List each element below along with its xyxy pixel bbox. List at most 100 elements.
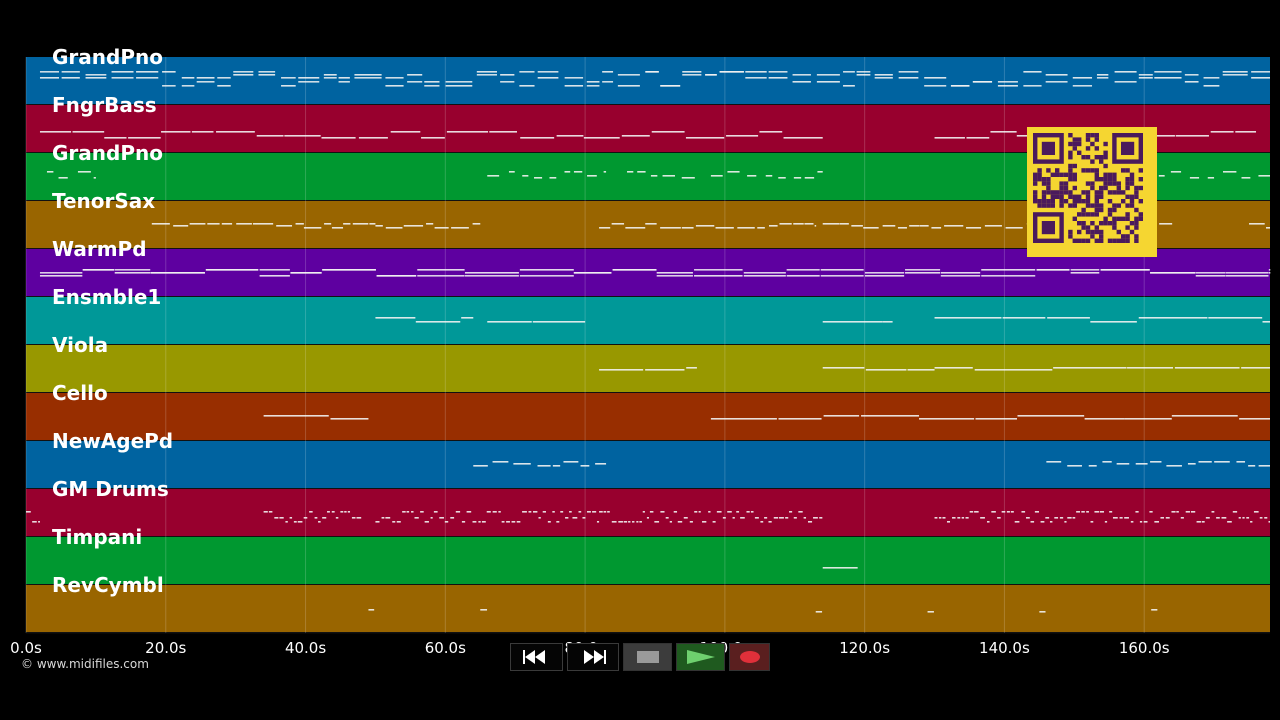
midi-note bbox=[898, 71, 919, 73]
midi-note bbox=[1268, 269, 1271, 271]
midi-note bbox=[263, 511, 268, 513]
track-name-label: TenorSax bbox=[52, 189, 155, 213]
record-button[interactable] bbox=[729, 643, 770, 671]
midi-note bbox=[338, 81, 350, 83]
midi-note bbox=[221, 223, 233, 225]
midi-note bbox=[501, 521, 505, 523]
midi-note bbox=[402, 511, 406, 513]
midi-note bbox=[39, 71, 60, 73]
midi-note bbox=[1076, 511, 1081, 513]
midi-note bbox=[563, 461, 579, 463]
midi-note bbox=[656, 272, 693, 274]
midi-note bbox=[1102, 461, 1112, 463]
fast-forward-button[interactable] bbox=[566, 643, 620, 671]
lane-divider bbox=[26, 584, 1270, 586]
midi-note bbox=[26, 511, 31, 513]
midi-note bbox=[434, 227, 449, 229]
midi-note bbox=[944, 225, 964, 227]
midi-note bbox=[785, 517, 789, 519]
midi-note bbox=[905, 272, 941, 274]
midi-note bbox=[162, 85, 176, 87]
midi-note bbox=[354, 77, 382, 79]
midi-note bbox=[368, 609, 375, 611]
midi-note bbox=[618, 521, 623, 523]
midi-note bbox=[82, 269, 115, 271]
midi-note bbox=[406, 511, 410, 513]
midi-note bbox=[789, 511, 793, 513]
midi-note bbox=[843, 85, 855, 87]
midi-note bbox=[660, 511, 665, 513]
midi-note bbox=[318, 521, 321, 523]
midi-note bbox=[424, 85, 440, 87]
midi-note bbox=[1114, 81, 1137, 83]
midi-note bbox=[403, 225, 424, 227]
midi-note bbox=[1124, 418, 1172, 420]
midi-note bbox=[480, 609, 488, 611]
midi-note bbox=[580, 465, 590, 467]
midi-note bbox=[1253, 511, 1259, 513]
stop-button[interactable] bbox=[623, 643, 673, 671]
midi-note bbox=[136, 71, 159, 73]
midi-note bbox=[603, 171, 607, 173]
midi-note bbox=[814, 225, 817, 227]
midi-note bbox=[1158, 175, 1165, 177]
midi-note bbox=[46, 171, 54, 173]
midi-note bbox=[279, 517, 284, 519]
play-button[interactable] bbox=[676, 643, 725, 671]
midi-note bbox=[1174, 367, 1240, 369]
midi-note bbox=[1195, 272, 1226, 274]
midi-note bbox=[38, 521, 40, 523]
midi-note bbox=[961, 517, 965, 519]
midi-note bbox=[476, 71, 497, 73]
midi-note bbox=[472, 521, 477, 523]
midi-note bbox=[768, 77, 788, 79]
rewind-button[interactable] bbox=[510, 643, 563, 671]
play-icon bbox=[686, 650, 715, 664]
midi-note bbox=[207, 223, 220, 225]
midi-note bbox=[1010, 511, 1014, 513]
track-lane bbox=[26, 489, 1270, 536]
midi-note bbox=[745, 77, 767, 79]
midi-note bbox=[569, 511, 572, 513]
midi-note bbox=[85, 77, 107, 79]
midi-note bbox=[673, 511, 678, 513]
midi-note bbox=[461, 521, 466, 523]
midi-note bbox=[1241, 177, 1251, 179]
midi-note bbox=[233, 74, 254, 76]
midi-note bbox=[820, 275, 864, 277]
midi-note bbox=[303, 517, 308, 519]
midi-note bbox=[552, 511, 555, 513]
midi-note bbox=[783, 137, 823, 139]
qr-code-icon bbox=[1027, 127, 1157, 257]
midi-note bbox=[77, 171, 91, 173]
midi-note bbox=[898, 77, 919, 79]
midi-note bbox=[1222, 71, 1248, 73]
midi-note bbox=[519, 85, 535, 87]
lane-divider bbox=[26, 344, 1270, 346]
midi-note bbox=[85, 74, 107, 76]
midi-note bbox=[715, 227, 734, 229]
midi-note bbox=[642, 511, 645, 513]
track-lane bbox=[26, 57, 1270, 104]
midi-note bbox=[582, 517, 586, 519]
midi-note bbox=[1239, 418, 1270, 420]
midi-note bbox=[716, 511, 722, 513]
midi-note bbox=[863, 227, 879, 229]
track-name-label: Cello bbox=[52, 381, 108, 405]
midi-note bbox=[808, 521, 813, 523]
midi-note bbox=[919, 225, 929, 227]
time-tick-label: 120.0s bbox=[839, 639, 890, 657]
midi-note bbox=[952, 517, 956, 519]
qr-code-pattern bbox=[1033, 133, 1143, 243]
midi-note bbox=[258, 74, 276, 76]
midi-note bbox=[486, 511, 491, 513]
midi-note bbox=[1180, 517, 1184, 519]
midi-note bbox=[1166, 465, 1182, 467]
midi-note bbox=[205, 269, 259, 271]
midi-note bbox=[1049, 521, 1053, 523]
track-name-label: GrandPno bbox=[52, 45, 163, 69]
midi-note bbox=[1064, 521, 1067, 523]
midi-note bbox=[1190, 511, 1196, 513]
midi-note bbox=[786, 269, 820, 271]
